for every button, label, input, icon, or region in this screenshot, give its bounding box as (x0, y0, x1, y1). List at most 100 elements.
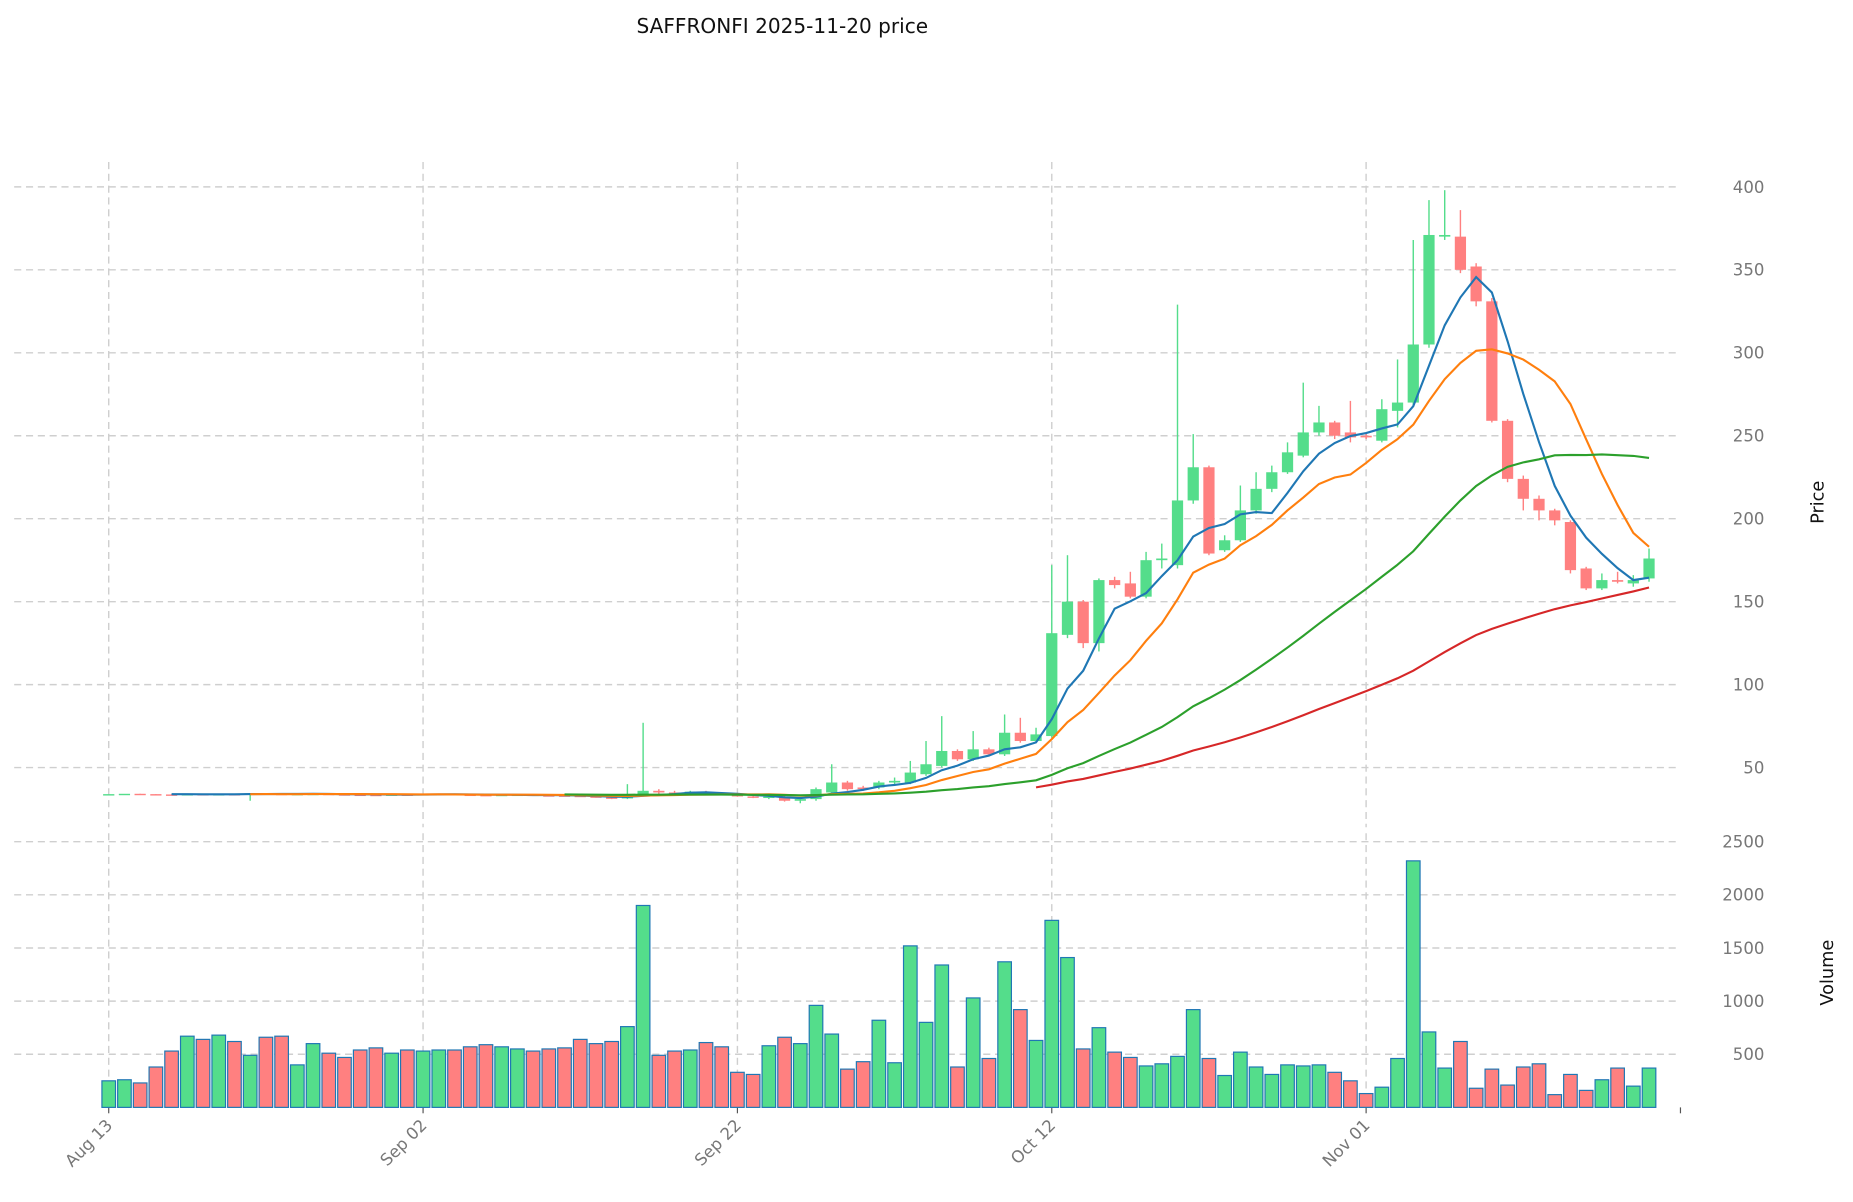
candle-body (1549, 510, 1561, 521)
candle-body (1596, 580, 1608, 589)
volume-bar (714, 1046, 730, 1108)
candle-body (1219, 540, 1231, 551)
candle-body (920, 764, 932, 775)
volume-bar (1594, 1079, 1610, 1108)
volume-bar (289, 1064, 305, 1108)
candle-body (1627, 580, 1639, 584)
volume-bar (1437, 1067, 1453, 1108)
ma30-line (564, 453, 1650, 797)
volume-bar (572, 1038, 588, 1108)
volume-bar (1468, 1087, 1484, 1108)
volume-bar (1390, 1057, 1405, 1108)
volume-bar (918, 1021, 934, 1108)
volume-bar (117, 1079, 132, 1108)
candle-body (1093, 580, 1105, 644)
volume-bar (242, 1054, 258, 1108)
volume-bar (101, 1080, 117, 1108)
volume-bar (1075, 1048, 1091, 1108)
volume-bar (274, 1035, 289, 1108)
volume-bar (258, 1036, 274, 1108)
volume-bar (415, 1050, 431, 1108)
candle-body (1643, 558, 1655, 579)
volume-bar (179, 1035, 195, 1108)
volume-bar (1625, 1085, 1641, 1108)
price-tick-label: 250 (1733, 427, 1765, 446)
candle-body (1250, 488, 1262, 511)
volume-bar (1122, 1056, 1138, 1108)
candle-body (1329, 422, 1341, 436)
candle-body (1344, 432, 1357, 438)
ma10-line (250, 348, 1650, 798)
volume-bar (840, 1068, 855, 1108)
candle-body (857, 787, 869, 790)
volume-bar (651, 1054, 667, 1108)
volume-bar (1012, 1009, 1028, 1108)
candle-body (841, 782, 854, 790)
volume-bar (1217, 1074, 1233, 1108)
candle-body (1140, 560, 1152, 597)
volume-bar (635, 904, 651, 1108)
volume-tick-label: 1000 (1722, 992, 1764, 1011)
candle-body (103, 794, 115, 796)
date-tick-label: Nov 01 (1319, 1116, 1374, 1171)
volume-bar (1311, 1064, 1327, 1108)
volume-bar (447, 1049, 462, 1108)
candle-body (747, 796, 759, 798)
candle-body (826, 782, 838, 793)
volume-bar (164, 1050, 179, 1108)
candle-body (1376, 409, 1388, 441)
candle-body (1234, 510, 1246, 541)
volume-bar (808, 1004, 824, 1108)
volume-bar (1405, 860, 1421, 1108)
volume-bar (824, 1033, 840, 1108)
price-axis-label: Price (1808, 481, 1828, 524)
candle-body (1470, 266, 1482, 302)
candle-body (1077, 601, 1089, 644)
volume-bar (1641, 1067, 1657, 1108)
candle-body (1391, 402, 1404, 411)
candle-body (1061, 601, 1074, 635)
candle-body (637, 790, 649, 796)
volume-bar (478, 1044, 494, 1108)
candle-body (1423, 234, 1435, 345)
volume-axis-label: Volume (1818, 940, 1838, 1006)
volume-bar (1500, 1084, 1515, 1108)
candle-body (1156, 558, 1168, 561)
volume-bar (855, 1061, 871, 1108)
volume-tick-label: 500 (1733, 1045, 1765, 1064)
candle-body (1533, 498, 1545, 511)
volume-bar (1578, 1089, 1594, 1108)
volume-bar (1358, 1092, 1374, 1108)
candle-body (1313, 422, 1325, 433)
moving-averages (171, 275, 1650, 800)
volume-bar (730, 1071, 745, 1108)
candle-body (888, 780, 901, 783)
volume-bar (792, 1043, 808, 1108)
volume-bar (148, 1066, 164, 1108)
candle-body (1046, 633, 1058, 737)
volume-bar (1060, 956, 1075, 1108)
volume-bar (509, 1048, 525, 1108)
volume-bar (352, 1049, 368, 1108)
volume-bar (368, 1047, 384, 1108)
candle-body (904, 772, 916, 783)
volume-bar (682, 1049, 698, 1108)
volume-tick-label: 2000 (1722, 886, 1764, 905)
candle-body (134, 793, 146, 796)
volume-bar (462, 1046, 478, 1108)
price-tick-label: 300 (1733, 344, 1765, 363)
candle-body (1439, 234, 1451, 237)
volume-bar (525, 1050, 541, 1108)
price-tick-label: 400 (1733, 178, 1765, 197)
volume-bar (1280, 1064, 1295, 1108)
volume-bar (211, 1034, 227, 1108)
volume-bar (950, 1066, 965, 1108)
candles (103, 190, 1655, 804)
volume-bar (1232, 1051, 1248, 1108)
candle-body (1109, 580, 1121, 586)
volume-bar (588, 1043, 604, 1108)
volume-bar (431, 1049, 447, 1108)
candle-body (1187, 467, 1199, 501)
grid (14, 161, 1682, 1114)
